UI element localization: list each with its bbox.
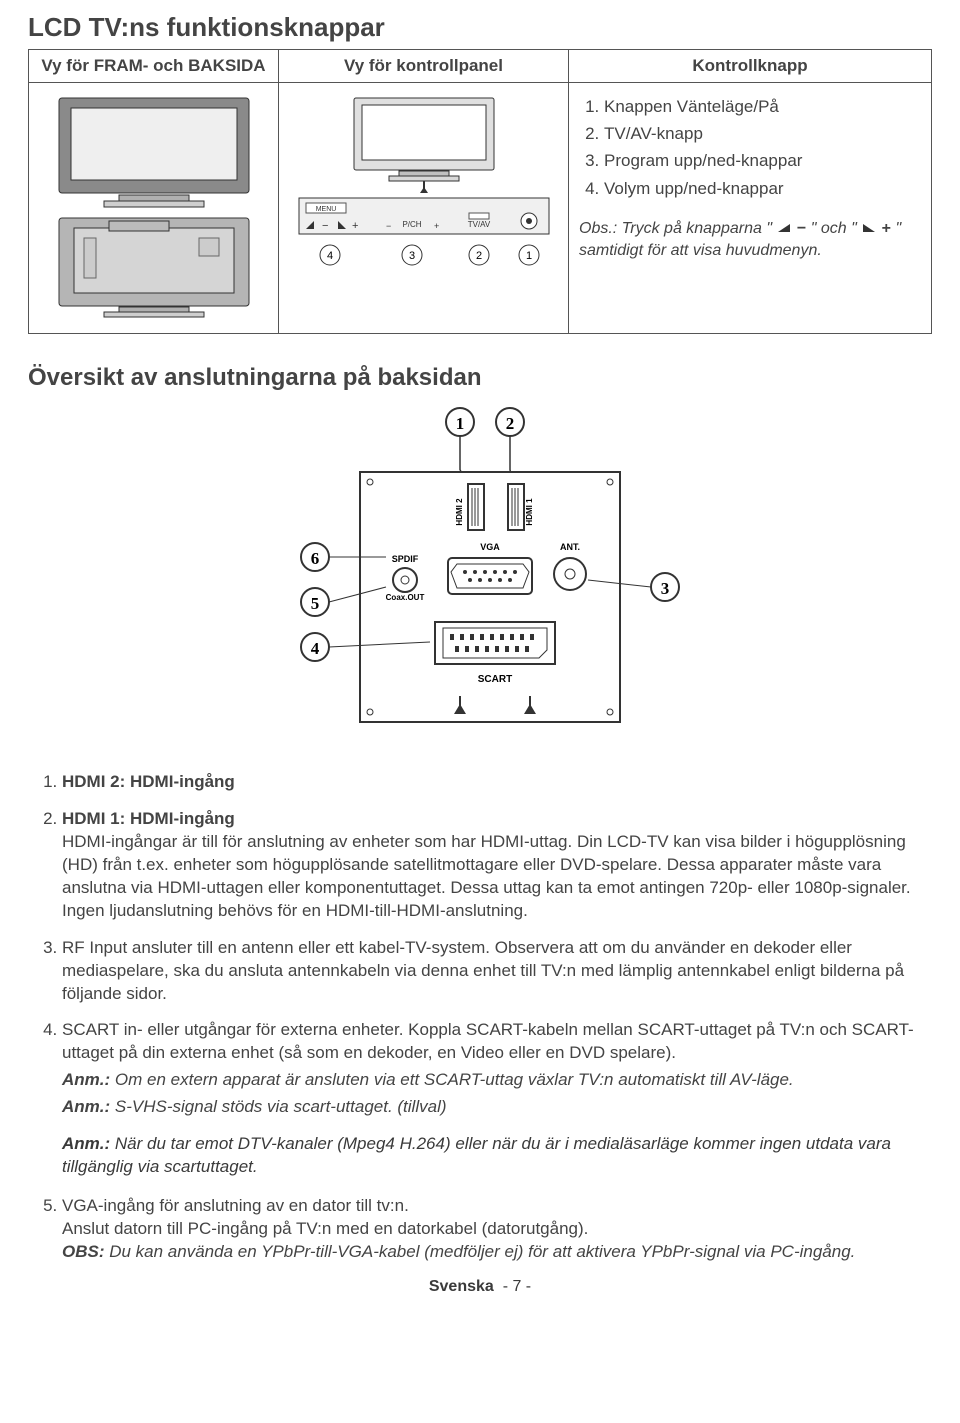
svg-text:−: − [322,220,328,232]
section-connections-title: Översikt av anslutningarna på baksidan [28,364,932,392]
svg-text:+: + [352,220,358,232]
list-item: Knappen Vänteläge/På [604,93,921,120]
page-footer: Svenska - 7 - [28,1278,932,1296]
tv-front-small-icon [344,93,504,193]
col-header-front-back: Vy för FRAM- och BAKSIDA [29,50,279,83]
obs-note: Obs.: Tryck på knapparna " − " och " + "… [579,218,921,263]
svg-text:MENU: MENU [315,206,336,213]
svg-text:SCART: SCART [478,674,512,685]
svg-text:5: 5 [311,594,320,613]
svg-text:SPDIF: SPDIF [392,554,419,564]
svg-text:1: 1 [456,414,465,433]
svg-text:ANT.: ANT. [560,542,580,552]
svg-text:4: 4 [326,250,332,262]
svg-text:1: 1 [525,250,531,262]
cell-front-back-views [29,83,279,334]
svg-text:VGA: VGA [480,542,500,552]
svg-text:3: 3 [661,579,670,598]
connections-desc-list-2: VGA-ingång för anslutning av en dator ti… [28,1195,932,1264]
col-header-control-button: Kontrollknapp [569,50,932,83]
svg-text:HDMI 1: HDMI 1 [525,498,534,526]
svg-text:4: 4 [311,639,320,658]
svg-text:P/CH: P/CH [402,220,421,229]
svg-text:HDMI 2: HDMI 2 [455,498,464,526]
svg-text:3: 3 [408,250,414,262]
connections-desc-list: HDMI 2: HDMI-ingång HDMI 1: HDMI-ingång … [28,771,932,1119]
vol-down-icon [776,223,792,233]
svg-text:−: − [386,221,391,231]
cell-control-descriptions: Knappen Vänteläge/På TV/AV-knapp Program… [569,83,932,334]
list-item: SCART in- eller utgångar för externa enh… [62,1019,932,1119]
vol-up-icon [861,223,877,233]
tv-back-icon [49,213,259,323]
svg-text:2: 2 [506,414,515,433]
control-panel-icon: MENU − + − P/CH + TV/AV 4 3 [294,193,554,273]
list-item: Program upp/ned-knappar [604,147,921,174]
list-item: RF Input ansluter till en antenn eller e… [62,937,932,1006]
cell-control-panel-views: MENU − + − P/CH + TV/AV 4 3 [279,83,569,334]
list-item: TV/AV-knapp [604,120,921,147]
svg-text:Coax.OUT: Coax.OUT [386,593,425,602]
list-item: HDMI 1: HDMI-ingång HDMI-ingångar är til… [62,808,932,923]
standalone-note: Anm.: När du tar emot DTV-kanaler (Mpeg4… [62,1133,932,1179]
list-item: VGA-ingång för anslutning av en dator ti… [62,1195,932,1264]
svg-text:TV/AV: TV/AV [467,220,490,229]
svg-text:+: + [434,221,439,231]
list-item: Volym upp/ned-knappar [604,175,921,202]
svg-text:2: 2 [475,250,481,262]
page-title: LCD TV:ns funktionsknappar [28,12,932,43]
function-table: Vy för FRAM- och BAKSIDA Vy för kontroll… [28,49,932,334]
col-header-control-panel: Vy för kontrollpanel [279,50,569,83]
connections-diagram-icon: 1 2 HDMI 2 HDMI 1 SPDIF Coax.OUT VGA ANT… [260,402,700,742]
tv-front-icon [49,93,259,213]
svg-text:6: 6 [311,549,320,568]
list-item: HDMI 2: HDMI-ingång [62,771,932,794]
